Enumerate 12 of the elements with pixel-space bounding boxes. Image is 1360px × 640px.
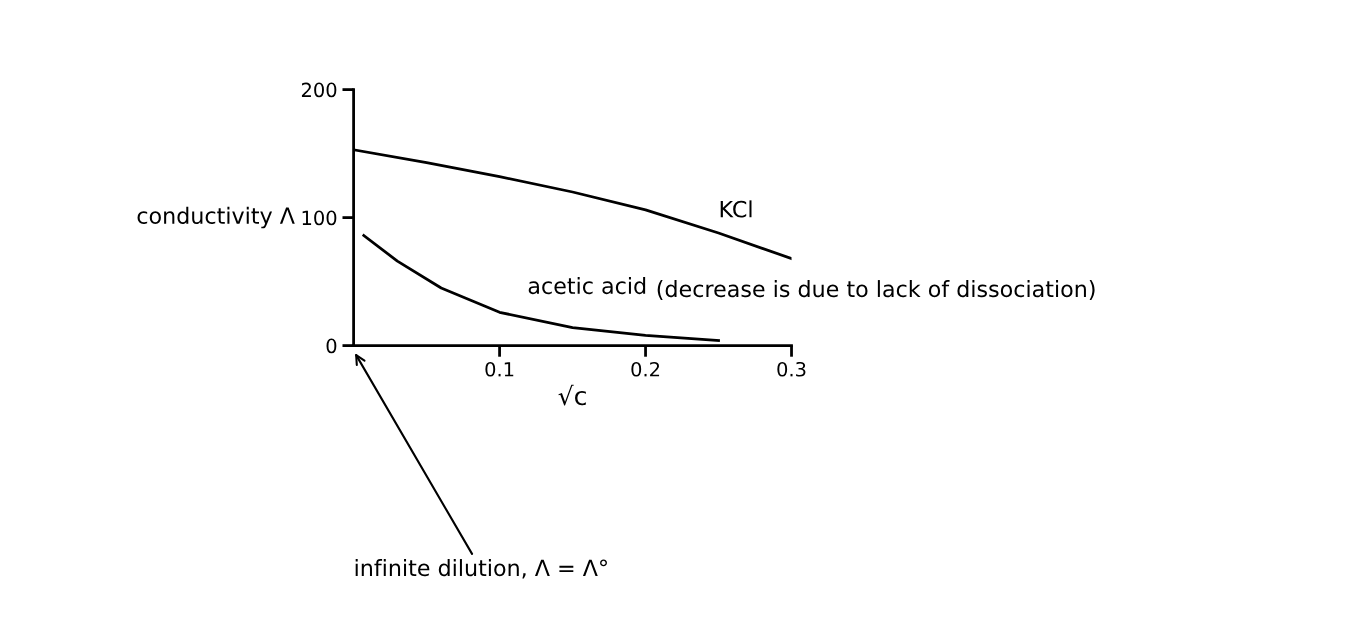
y-axis-title: conductivity Λ xyxy=(137,206,295,229)
x-tick-label: 0.3 xyxy=(777,361,806,377)
x-axis-title: √c xyxy=(558,384,586,406)
annotation: (decrease is due to lack of dissociation) xyxy=(657,280,1095,300)
text: infinite dilution, Λ = Λ° xyxy=(355,559,607,579)
y-tick-label: 100 xyxy=(302,210,337,226)
y-tick-label: 200 xyxy=(301,82,337,98)
y-tick-label: 0 xyxy=(326,338,337,354)
x-tick-label: 0.2 xyxy=(631,361,660,377)
x-tick-label: 0.1 xyxy=(485,361,514,377)
series-label: KCl xyxy=(720,200,752,218)
series-label: acetic acid xyxy=(528,276,646,295)
